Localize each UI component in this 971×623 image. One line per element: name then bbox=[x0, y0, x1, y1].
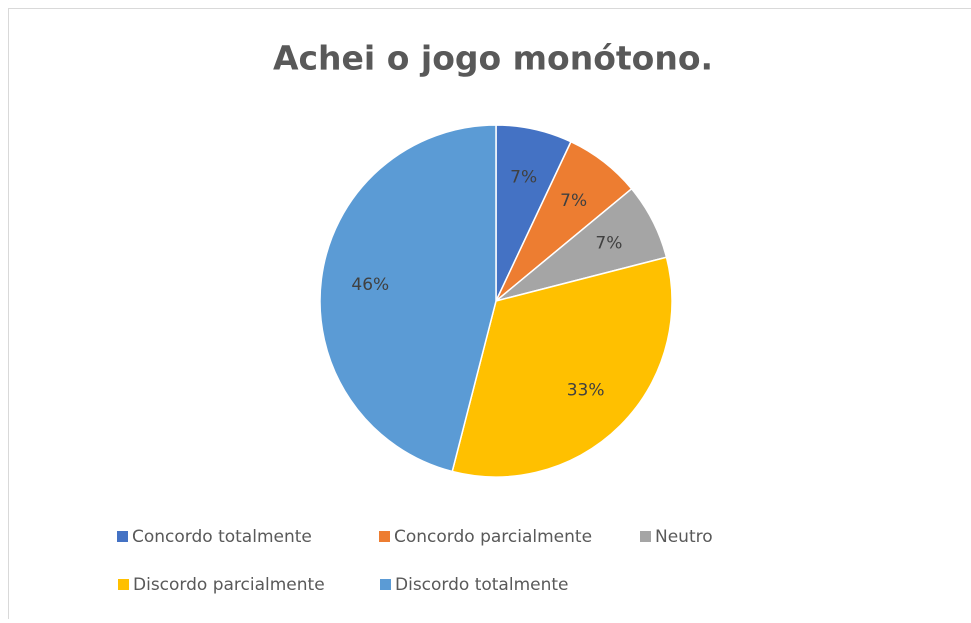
legend-swatch bbox=[118, 579, 129, 590]
legend-swatch bbox=[640, 531, 651, 542]
chart-title: Achei o jogo monótono. bbox=[273, 39, 713, 78]
data-label: 7% bbox=[510, 167, 537, 187]
legend-label: Concordo totalmente bbox=[132, 527, 312, 547]
data-label: 33% bbox=[567, 381, 605, 401]
data-label: 46% bbox=[351, 275, 389, 295]
legend-swatch bbox=[117, 531, 128, 542]
legend-label: Discordo parcialmente bbox=[133, 575, 325, 595]
legend-label: Discordo totalmente bbox=[395, 575, 569, 595]
legend-swatch bbox=[380, 579, 391, 590]
data-label: 7% bbox=[595, 233, 622, 253]
data-label: 7% bbox=[560, 191, 587, 211]
legend-label: Neutro bbox=[655, 527, 713, 547]
legend-label: Concordo parcialmente bbox=[394, 527, 592, 547]
legend-swatch bbox=[379, 531, 390, 542]
